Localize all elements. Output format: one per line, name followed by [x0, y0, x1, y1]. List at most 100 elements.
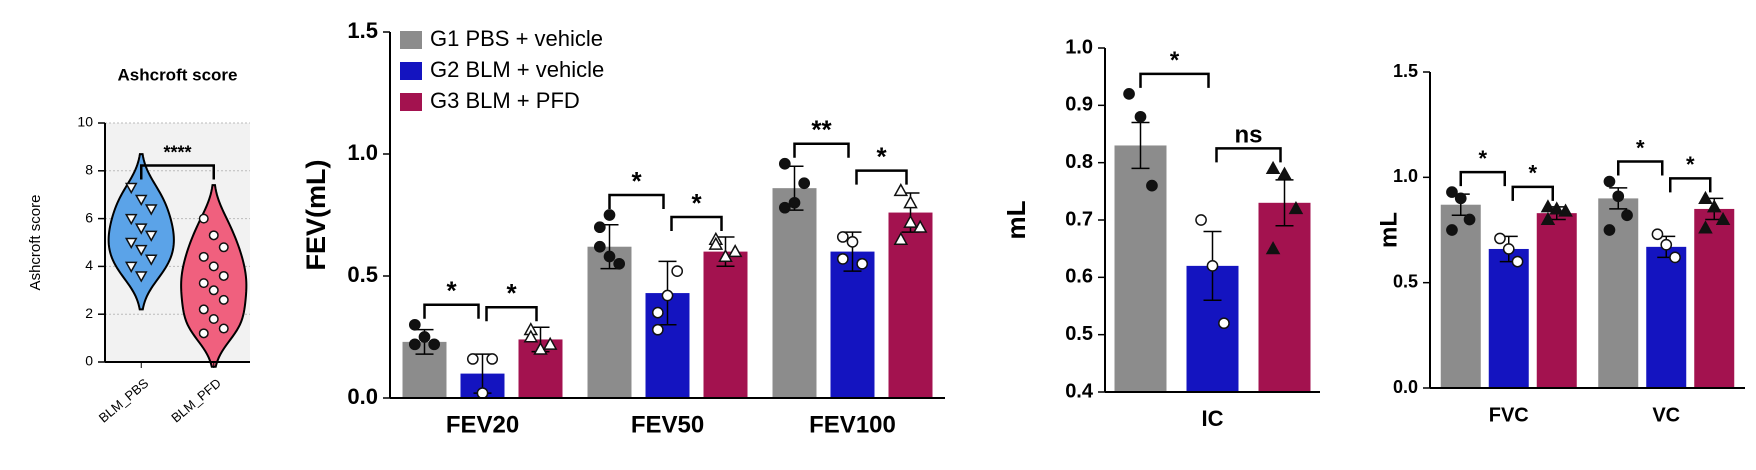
data-point: [208, 230, 219, 241]
data-point: [218, 242, 229, 253]
x-tick-label: FEV100: [809, 411, 896, 438]
bar: [1646, 246, 1687, 388]
x-tick-label: VC: [1652, 404, 1680, 426]
data-point: [1558, 203, 1573, 217]
bar: [772, 188, 817, 398]
data-point: [798, 177, 811, 190]
data-point: [198, 304, 209, 315]
significance-label: *: [1528, 161, 1537, 186]
data-point: [836, 231, 849, 243]
y-tick-label: 0.8: [1065, 151, 1093, 173]
significance-bracket: [1669, 177, 1712, 193]
data-point: [1265, 241, 1281, 255]
data-point: [523, 329, 539, 343]
data-point: [593, 240, 606, 253]
data-point: [1651, 228, 1664, 241]
bar: [888, 212, 933, 398]
data-point: [1446, 224, 1458, 236]
data-point: [593, 221, 606, 234]
data-point: [1621, 209, 1633, 222]
y-tick-label: 0.6: [1065, 266, 1093, 288]
x-tick-label: FEV20: [446, 411, 519, 438]
x-tick-label: FEV50: [631, 411, 704, 438]
y-tick-label: 10: [77, 114, 93, 130]
data-point: [778, 201, 791, 214]
legend-label: G3 BLM + PFD: [430, 88, 580, 113]
data-point: [144, 254, 158, 266]
y-tick-label: 1.0: [1065, 36, 1093, 58]
y-tick-label: 0: [85, 353, 93, 369]
y-tick-label: 6: [85, 209, 93, 225]
data-point: [912, 219, 928, 233]
data-point: [893, 183, 909, 197]
data-point: [218, 323, 229, 334]
y-tick-label: 0.4: [1065, 380, 1094, 402]
significance-bracket: [423, 303, 480, 319]
data-point: [124, 182, 138, 195]
significance-label: *: [506, 278, 517, 308]
data-point: [218, 294, 229, 305]
data-point: [1494, 232, 1506, 245]
data-point: [198, 278, 209, 289]
significance-bracket: [1139, 72, 1210, 88]
violin: [180, 184, 248, 368]
bar: [587, 246, 632, 398]
y-tick-label: 0.5: [1065, 323, 1093, 345]
data-point: [134, 223, 148, 235]
data-point: [1603, 175, 1616, 188]
data-point: [1540, 211, 1556, 226]
y-tick-label: 0.0: [1393, 377, 1418, 397]
bar: [1598, 198, 1639, 388]
bar: [703, 251, 748, 398]
error-bar: [1275, 179, 1294, 227]
data-point: [903, 214, 918, 228]
y-axis-label: Ashcroft score: [27, 195, 44, 291]
y-tick-label: 2: [85, 305, 93, 321]
data-point: [727, 244, 743, 258]
y-tick-label: 4: [85, 257, 93, 273]
significance-bracket: [793, 142, 850, 158]
significance-bracket: [1511, 185, 1554, 201]
data-point: [218, 270, 229, 281]
data-point: [124, 213, 138, 226]
bar: [1536, 213, 1577, 388]
data-point: [893, 231, 909, 245]
data-point: [1446, 186, 1458, 198]
data-point: [603, 209, 616, 221]
x-tick-label: BLM_PFD: [168, 375, 224, 425]
significance-bracket: [855, 169, 908, 185]
legend-swatch: [400, 31, 422, 49]
data-point: [1706, 199, 1722, 213]
bar: [1694, 208, 1735, 388]
x-tick-label: IC: [1202, 406, 1224, 431]
significance-label: *: [1478, 146, 1487, 171]
data-point: [1123, 88, 1135, 100]
significance-label: *: [691, 188, 702, 218]
significance-bracket: [140, 164, 215, 180]
data-point: [418, 331, 431, 343]
bar: [1114, 145, 1167, 392]
bar: [1258, 202, 1311, 392]
data-point: [1288, 200, 1304, 215]
data-point: [466, 353, 479, 365]
data-point: [144, 230, 158, 242]
data-point: [476, 387, 489, 399]
data-point: [651, 323, 664, 336]
legend-swatch: [400, 62, 422, 80]
y-tick-label: 0.9: [1065, 94, 1093, 116]
bar: [830, 251, 875, 398]
data-point: [134, 244, 148, 257]
legend-label: G1 PBS + vehicle: [430, 26, 603, 51]
y-tick-label: 1.5: [347, 18, 378, 43]
data-point: [208, 285, 219, 296]
y-tick-label: 0.5: [1393, 271, 1418, 291]
data-point: [1134, 110, 1147, 123]
significance-bracket: [1459, 170, 1506, 187]
significance-bracket: [485, 305, 538, 322]
data-point: [1540, 199, 1556, 213]
data-point: [1195, 214, 1207, 226]
y-axis-label: FEV(mL): [301, 160, 331, 271]
significance-label: *: [631, 166, 642, 196]
significance-label: ****: [163, 142, 191, 162]
data-point: [1698, 220, 1713, 234]
